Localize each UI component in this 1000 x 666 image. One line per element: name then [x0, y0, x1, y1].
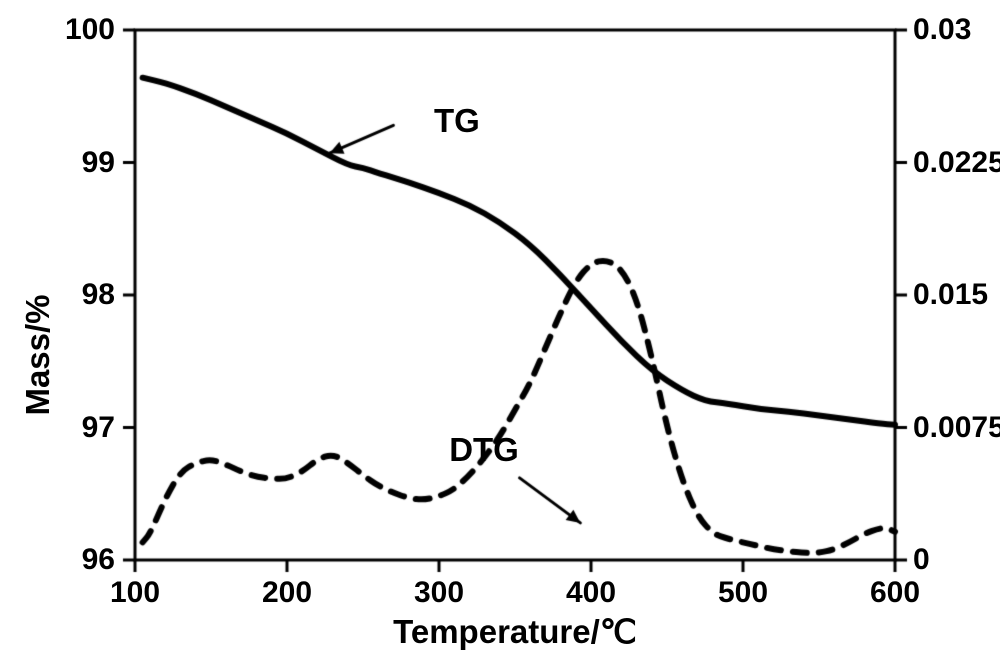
- tg-dtg-chart: [0, 0, 1000, 666]
- x-axis-title: Temperature/℃: [375, 612, 655, 651]
- y-left-tick-label: 100: [53, 13, 115, 47]
- x-tick-label: 300: [399, 576, 479, 610]
- y-right-tick-label: 0.0225: [913, 146, 1000, 180]
- y-right-tick-label: 0: [913, 543, 930, 577]
- y-left-tick-label: 98: [53, 278, 115, 312]
- x-tick-label: 400: [551, 576, 631, 610]
- x-tick-label: 600: [855, 576, 935, 610]
- y-left-tick-label: 96: [53, 543, 115, 577]
- dtg-annotation: DTG: [449, 431, 519, 469]
- y-right-tick-label: 0.03: [913, 13, 971, 47]
- y-left-axis-title: Mass/%: [19, 294, 57, 415]
- y-left-tick-label: 99: [53, 146, 115, 180]
- x-tick-label: 200: [247, 576, 327, 610]
- y-right-tick-label: 0.0075: [913, 411, 1000, 445]
- x-tick-label: 500: [703, 576, 783, 610]
- y-right-tick-label: 0.015: [913, 278, 988, 312]
- y-left-tick-label: 97: [53, 411, 115, 445]
- x-tick-label: 100: [95, 576, 175, 610]
- tg-annotation: TG: [434, 102, 480, 140]
